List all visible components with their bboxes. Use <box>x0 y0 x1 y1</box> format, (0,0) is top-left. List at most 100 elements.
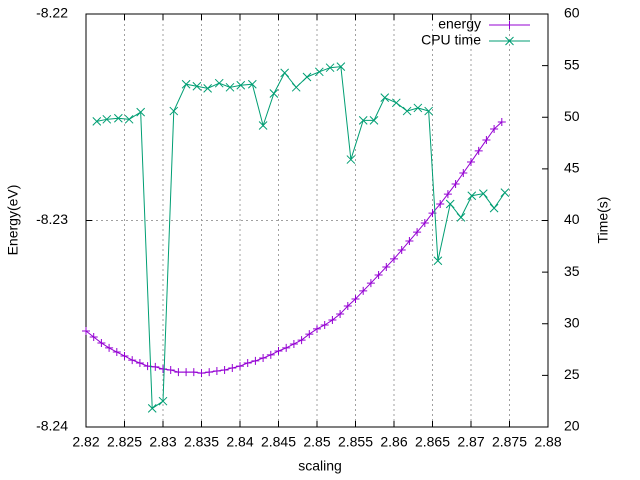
marker <box>314 67 324 77</box>
marker <box>320 320 329 329</box>
marker <box>359 286 368 295</box>
marker <box>346 155 356 164</box>
marker <box>467 158 475 167</box>
marker <box>328 316 337 325</box>
marker <box>158 396 168 406</box>
x-tick-label: 2.865 <box>415 434 450 450</box>
marker <box>413 228 422 237</box>
x-tick-label: 2.84 <box>226 434 253 450</box>
marker <box>97 338 106 347</box>
marker <box>192 81 202 91</box>
marker <box>112 348 121 357</box>
marker <box>297 336 306 345</box>
y-tick-label: -8.23 <box>36 211 68 227</box>
marker <box>102 114 112 124</box>
marker <box>236 362 244 371</box>
marker <box>478 189 488 199</box>
y-tick-label: -8.24 <box>36 418 68 434</box>
marker <box>336 62 346 72</box>
marker <box>135 358 144 367</box>
marker <box>474 146 483 155</box>
marker <box>413 103 423 113</box>
y2-tick-label: 40 <box>564 211 580 227</box>
marker <box>243 358 252 367</box>
marker <box>274 347 283 356</box>
x-axis-label: scaling <box>298 458 342 474</box>
y2-tick-label: 60 <box>564 5 580 21</box>
marker <box>120 351 129 360</box>
marker <box>174 368 183 377</box>
y2-tick-label: 25 <box>564 366 580 382</box>
marker <box>258 121 268 130</box>
marker <box>259 354 268 363</box>
marker <box>269 89 279 98</box>
marker <box>197 369 206 378</box>
marker <box>369 115 379 125</box>
y-axis-label: Energy(eV) <box>5 185 21 256</box>
marker <box>128 356 137 365</box>
marker <box>214 78 224 88</box>
marker <box>390 254 398 263</box>
y2-tick-label: 50 <box>564 108 580 124</box>
marker <box>445 199 455 209</box>
x-tick-label: 2.875 <box>492 434 527 450</box>
marker <box>205 368 214 377</box>
marker <box>490 125 499 134</box>
marker <box>351 294 360 303</box>
marker <box>289 339 298 348</box>
marker <box>500 188 510 197</box>
x-tick-label: 2.825 <box>107 434 142 450</box>
marker <box>89 332 98 341</box>
marker <box>374 271 383 280</box>
marker <box>382 262 391 271</box>
marker <box>497 117 506 126</box>
marker <box>391 98 401 108</box>
marker <box>433 256 443 266</box>
series-line <box>85 121 503 374</box>
marker <box>151 362 160 371</box>
x-tick-label: 2.835 <box>184 434 219 450</box>
y2-tick-label: 35 <box>564 263 580 279</box>
y2-tick-label: 45 <box>564 160 580 176</box>
marker <box>203 83 213 93</box>
marker <box>505 21 514 29</box>
marker <box>325 63 335 73</box>
marker <box>459 169 468 178</box>
marker <box>225 82 235 92</box>
y2-tick-label: 55 <box>564 56 580 72</box>
marker <box>505 36 514 46</box>
plot-border <box>85 13 549 428</box>
marker <box>181 79 191 89</box>
marker <box>92 117 102 126</box>
marker <box>247 79 257 89</box>
marker <box>228 363 237 372</box>
marker <box>266 350 275 359</box>
marker <box>443 190 452 199</box>
marker <box>82 326 90 335</box>
marker <box>313 324 321 333</box>
y2-tick-label: 20 <box>564 418 580 434</box>
x-tick-label: 2.845 <box>261 434 296 450</box>
x-tick-label: 2.83 <box>149 434 176 450</box>
marker <box>169 106 179 116</box>
marker <box>397 246 406 255</box>
marker <box>105 343 114 352</box>
marker <box>451 179 460 188</box>
marker <box>436 199 445 208</box>
legend-label: CPU time <box>421 32 481 48</box>
marker <box>402 106 412 116</box>
marker <box>236 80 246 90</box>
marker <box>291 82 301 92</box>
marker <box>159 364 167 373</box>
marker <box>182 368 191 377</box>
marker <box>343 301 352 310</box>
y2-tick-label: 30 <box>564 314 580 330</box>
x-tick-label: 2.82 <box>72 434 99 450</box>
marker <box>467 191 477 201</box>
legend-label: energy <box>438 16 481 32</box>
marker <box>456 213 466 222</box>
x-tick-label: 2.88 <box>534 434 561 450</box>
marker <box>405 236 414 245</box>
x-tick-label: 2.85 <box>303 434 330 450</box>
